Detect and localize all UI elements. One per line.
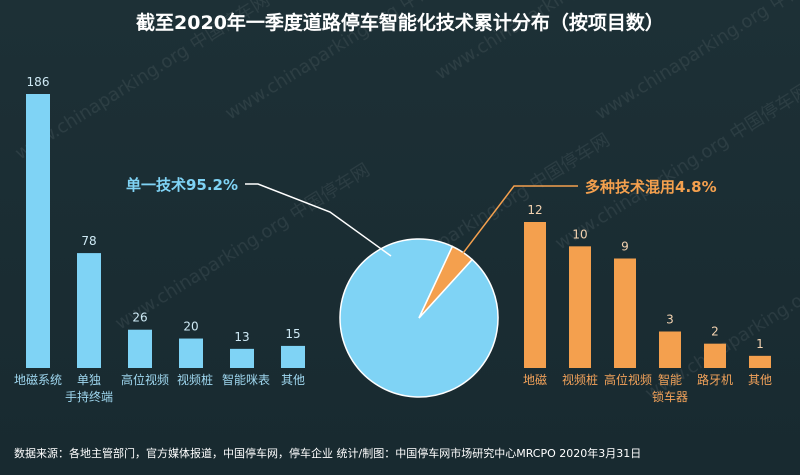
right-category-label: 锁车器	[652, 389, 688, 404]
right-category-label: 视频桩	[562, 372, 598, 387]
right-bar	[524, 222, 546, 368]
left-value-label: 15	[285, 327, 300, 341]
right-category-label: 地磁	[523, 372, 547, 387]
chart-title: 截至2020年一季度道路停车智能化技术累计分布（按项目数）	[136, 11, 664, 34]
left-category-label: 智能咪表	[222, 372, 270, 387]
left-value-label: 186	[27, 75, 50, 89]
right-bar	[569, 246, 591, 368]
left-value-label: 13	[234, 330, 249, 344]
right-category-label: 智能	[658, 372, 682, 387]
left-category-label: 地磁系统	[14, 372, 62, 387]
left-bar	[179, 338, 203, 368]
right-bar	[749, 355, 771, 368]
right-bar	[659, 331, 681, 368]
right-bar	[704, 343, 726, 368]
right-value-label: 9	[621, 240, 629, 254]
left-value-label: 78	[81, 234, 96, 248]
left-bar	[230, 348, 254, 368]
left-bar	[26, 94, 50, 368]
left-category-label: 单独	[77, 373, 101, 387]
left-bar	[281, 345, 305, 368]
left-bar	[77, 253, 101, 368]
right-category-label: 其他	[748, 373, 772, 387]
right-value-label: 1	[756, 337, 764, 351]
right-bar	[614, 258, 636, 368]
source-note: 数据来源：各地主管部门，官方媒体报道，中国停车网，停车企业 统计/制图：中国停车…	[14, 446, 641, 460]
left-bar	[128, 329, 152, 368]
right-category-label: 高位视频	[604, 372, 652, 387]
callout-label-single: 单一技术95.2%	[126, 176, 238, 194]
left-value-label: 20	[183, 320, 198, 334]
callout-label-mixed: 多种技术混用4.8%	[585, 178, 717, 196]
right-value-label: 3	[666, 313, 674, 327]
watermark-text: www.chinaparking.org 中国停车网	[552, 80, 800, 255]
left-category-label: 其他	[281, 373, 305, 387]
left-value-label: 26	[132, 311, 147, 325]
left-category-label: 高位视频	[121, 372, 169, 387]
callout-line-single	[245, 183, 392, 257]
pie-chart: 单一技术95.2% 多种技术混用4.8%	[126, 176, 717, 398]
right-value-label: 12	[527, 203, 542, 217]
left-category-label: 视频桩	[177, 372, 213, 387]
left-category-label: 手持终端	[65, 389, 113, 404]
right-category-label: 路牙机	[697, 372, 733, 387]
right-value-label: 2	[711, 325, 719, 339]
callout-line-mixed	[455, 185, 578, 263]
right-value-label: 10	[572, 227, 587, 241]
